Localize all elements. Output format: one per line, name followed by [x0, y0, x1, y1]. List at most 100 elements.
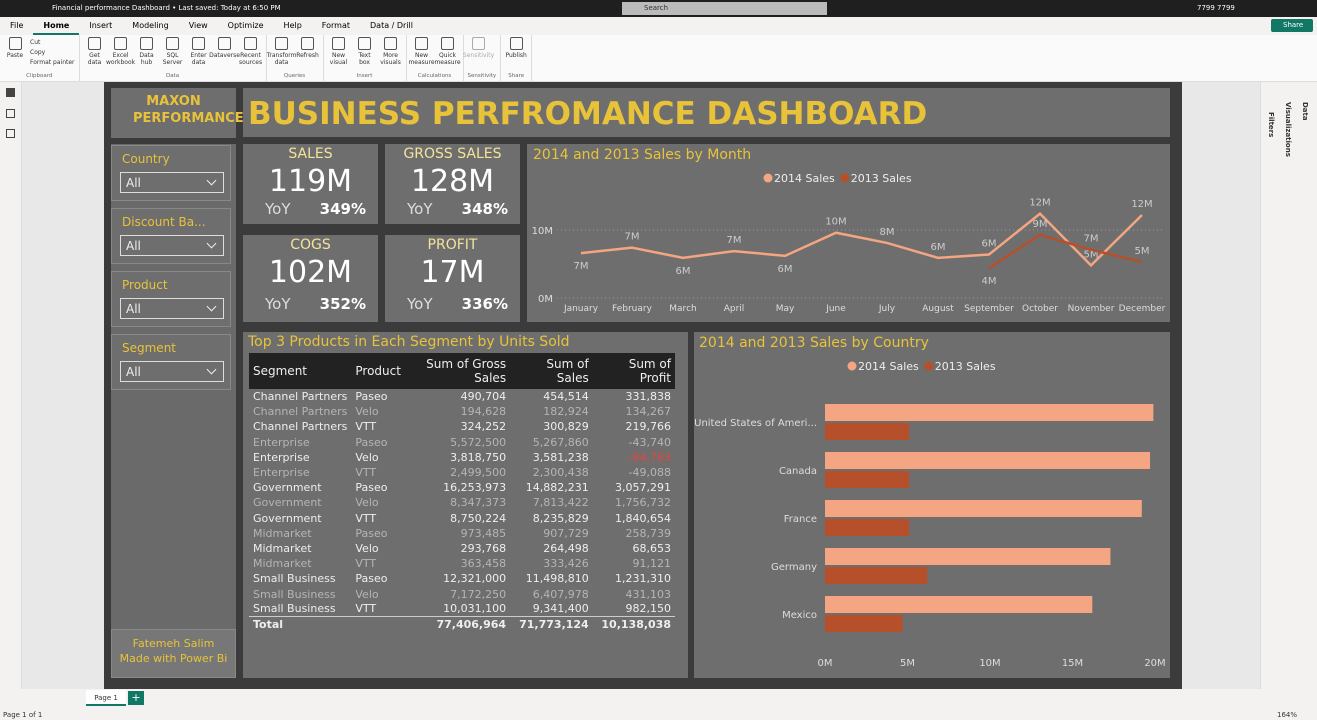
slicer-dropdown[interactable]: All: [120, 298, 224, 319]
menu-item[interactable]: Modeling: [132, 21, 169, 30]
menu-item[interactable]: File: [10, 21, 24, 30]
ribbon-group-label: Calculations: [417, 73, 452, 79]
ribbon-icon: [358, 37, 372, 50]
ribbon-group-label: Clipboard: [26, 73, 53, 79]
ribbon-small-button[interactable]: Cut: [30, 39, 41, 46]
series-line: [580, 212, 1143, 268]
column-header[interactable]: Sum of Sales: [510, 353, 593, 389]
ribbon-button[interactable]: Data hub: [136, 37, 158, 73]
menu-item[interactable]: Insert: [89, 21, 113, 30]
pane-tab[interactable]: Visualizations: [1284, 102, 1292, 157]
page-tab[interactable]: Page 1: [86, 690, 126, 706]
data-label: 7M: [574, 261, 589, 272]
table-cell: 7,813,422: [532, 496, 589, 510]
table-cell: 300,829: [543, 420, 589, 434]
menu-item[interactable]: Data / Drill: [370, 21, 413, 30]
ribbon-button[interactable]: Dataverse: [209, 37, 240, 73]
bar: [825, 519, 910, 536]
ribbon-button[interactable]: More visuals: [380, 37, 402, 73]
model-view-icon[interactable]: [6, 129, 15, 138]
slicer-dropdown[interactable]: All: [120, 172, 224, 193]
table-cell: 12,321,000: [443, 572, 507, 586]
ribbon-button[interactable]: Quick measure: [434, 37, 461, 73]
table-cell: VTT: [355, 511, 377, 525]
table-row: Enterprise VTT 2,499,500 2,300,438 -49,088: [249, 465, 675, 480]
slicer-dropdown[interactable]: All: [120, 361, 224, 382]
x-tick-label: January: [563, 304, 599, 314]
ribbon-button[interactable]: Sensitivity: [463, 37, 494, 73]
x-tick-label: September: [964, 304, 1014, 314]
table-row: Channel Partners VTT 324,252 300,829 219,766: [249, 419, 675, 434]
products-table: Segment Product Sum of Gross Sales Sum of S…: [249, 353, 675, 632]
table-cell: 973,485: [460, 526, 507, 540]
table-row: Enterprise Velo 3,818,750 3,581,238 -84,783: [249, 450, 675, 465]
column-header[interactable]: Segment: [249, 353, 352, 389]
bar: [825, 404, 1154, 421]
kpi-yoy-label: YoY: [265, 200, 291, 218]
kpi-yoy-label: YoY: [407, 295, 433, 313]
x-tick-label: July: [878, 304, 896, 314]
ribbon-button[interactable]: Excel workbook: [106, 37, 135, 73]
table-row: Government Paseo 16,253,973 14,882,231 3,057…: [249, 480, 675, 495]
total-cell: Total: [249, 616, 352, 632]
ribbon-button[interactable]: Refresh: [296, 37, 319, 73]
ribbon-button[interactable]: New measure: [408, 37, 435, 73]
ribbon-button-label: Data hub: [139, 52, 154, 66]
kpi-yoy-value: 352%: [319, 295, 366, 313]
x-tick-label: 0M: [818, 658, 833, 669]
table-cell: -43,740: [628, 435, 671, 449]
ribbon-button[interactable]: Get data: [84, 37, 106, 73]
menu-item[interactable]: Format: [321, 21, 350, 30]
table-cell: 194,628: [460, 405, 507, 419]
ribbon-button[interactable]: Transform data: [267, 37, 296, 73]
menu-item[interactable]: View: [188, 21, 208, 30]
data-label: 7M: [1084, 234, 1099, 245]
ribbon-button[interactable]: Recent sources: [239, 37, 263, 73]
ribbon-button[interactable]: Publish: [505, 37, 527, 73]
share-button[interactable]: Share: [1271, 19, 1313, 32]
ribbon-group-label: Insert: [356, 73, 373, 79]
ribbon-button[interactable]: Text box: [354, 37, 376, 73]
table-cell: 7,172,250: [450, 587, 507, 601]
ribbon-button[interactable]: New visual: [328, 37, 350, 73]
pane-tab[interactable]: Data: [1301, 102, 1309, 121]
table-cell: 363,458: [460, 557, 507, 571]
column-header[interactable]: Sum of Gross Sales: [404, 353, 511, 389]
kpi-label: PROFIT: [427, 237, 478, 253]
menu-item[interactable]: Help: [283, 21, 302, 30]
data-label: 6M: [778, 264, 793, 275]
add-page-button[interactable]: +: [128, 691, 144, 705]
page-info: Page 1 of 1: [3, 711, 43, 719]
ribbon-button-label: Excel workbook: [105, 52, 136, 66]
data-label: 5M: [1135, 246, 1150, 257]
report-view-icon[interactable]: [6, 88, 15, 97]
table-view-icon[interactable]: [6, 109, 15, 118]
zoom-level: 164%: [1277, 711, 1298, 719]
ribbon-button[interactable]: Paste: [4, 37, 26, 73]
ribbon-small-button[interactable]: Format painter: [30, 59, 75, 66]
slicer-dropdown[interactable]: All: [120, 235, 224, 256]
pane-tab[interactable]: Filters: [1267, 112, 1275, 138]
column-header[interactable]: Product: [351, 353, 405, 389]
ribbon-icon: [441, 37, 455, 50]
table-cell: 293,768: [460, 541, 507, 555]
table-row: Small Business Velo 7,172,250 6,407,978 431,…: [249, 586, 675, 601]
table-cell: Velo: [355, 405, 379, 419]
ribbon-button-label: Transform data: [266, 52, 297, 66]
ribbon-button[interactable]: Enter data: [188, 37, 210, 73]
search-box[interactable]: Search: [622, 2, 827, 15]
legend-label: 2013 Sales: [851, 172, 912, 185]
bar: [825, 596, 1093, 613]
title-bar: Financial performance Dashboard • Last s…: [0, 0, 1317, 17]
slicer-value: All: [126, 176, 141, 190]
column-header[interactable]: Sum of Profit: [592, 353, 675, 389]
ribbon-button[interactable]: SQL Server: [162, 37, 184, 73]
menu-item[interactable]: Optimize: [227, 21, 264, 30]
legend-swatch: [847, 361, 857, 371]
ribbon-small-button[interactable]: Copy: [30, 49, 46, 56]
menu-item[interactable]: Home: [33, 17, 80, 35]
x-tick-label: August: [922, 304, 954, 314]
data-label: 4M: [982, 276, 997, 287]
legend-swatch: [763, 173, 773, 183]
ribbon-button-label: Recent sources: [239, 52, 263, 66]
